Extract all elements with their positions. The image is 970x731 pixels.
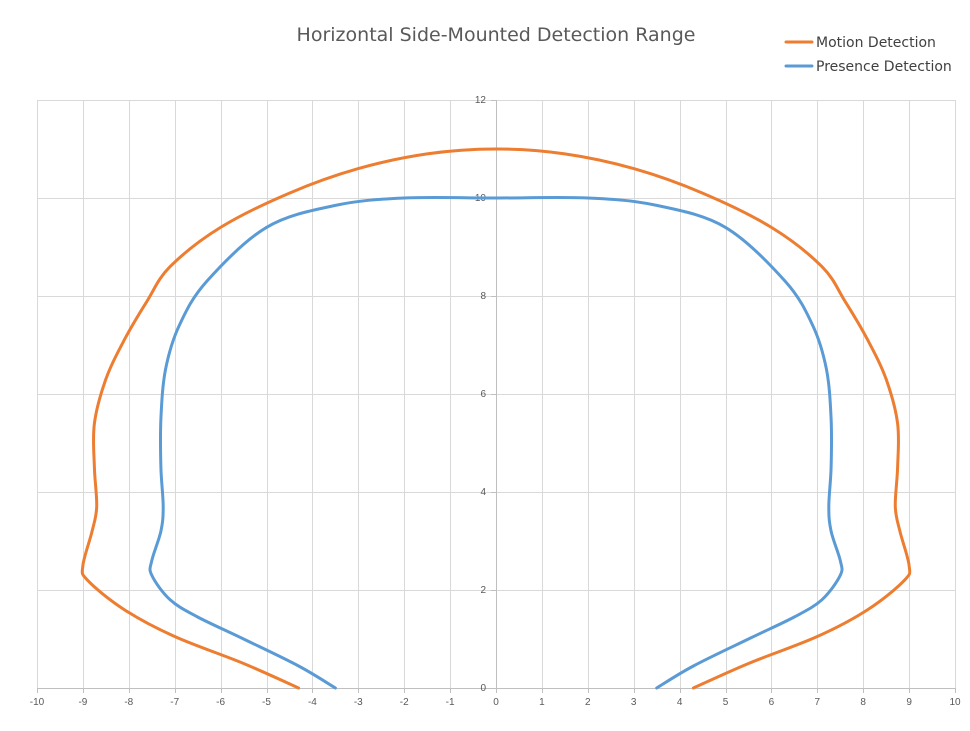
series-line-motion-detection bbox=[80, 147, 912, 690]
x-tick-label: 0 bbox=[493, 697, 499, 708]
x-tick-label: 6 bbox=[769, 697, 775, 708]
x-tick-label: 7 bbox=[815, 697, 821, 708]
x-tick-label: 3 bbox=[631, 697, 637, 708]
y-tick-label: 12 bbox=[475, 95, 487, 106]
y-tick-label: 2 bbox=[480, 585, 486, 596]
x-tick-label: -3 bbox=[354, 697, 363, 708]
legend-label-motion-detection: Motion Detection bbox=[816, 35, 936, 51]
chart-title: Horizontal Side-Mounted Detection Range bbox=[297, 24, 696, 46]
x-tick-label: 5 bbox=[723, 697, 729, 708]
x-tick-label: 1 bbox=[539, 697, 545, 708]
x-tick-label: -1 bbox=[446, 697, 455, 708]
y-tick-label: 0 bbox=[480, 683, 486, 694]
x-tick-label: -7 bbox=[170, 697, 179, 708]
x-tick-label: -10 bbox=[30, 697, 45, 708]
legend: Motion Detection Presence Detection bbox=[784, 35, 952, 75]
series-lines bbox=[80, 147, 912, 690]
y-tick-label: 6 bbox=[480, 389, 486, 400]
x-tick-label: 8 bbox=[860, 697, 866, 708]
x-tick-label: 9 bbox=[906, 697, 912, 708]
y-tick-label: 8 bbox=[480, 291, 486, 302]
y-tick-label: 4 bbox=[480, 487, 486, 498]
x-tick-label: 4 bbox=[677, 697, 683, 708]
x-tick-label: -4 bbox=[308, 697, 317, 708]
legend-label-presence-detection: Presence Detection bbox=[816, 59, 952, 75]
x-tick-label: -6 bbox=[216, 697, 225, 708]
tick-labels: -10 -9 -8 -7 -6 -5 -4 -3 -2 -1 0 1 2 3 4 5 6 7 8 9 100246810… bbox=[30, 95, 961, 708]
x-tick-label: -2 bbox=[400, 697, 409, 708]
series-line-presence-detection bbox=[148, 195, 844, 690]
x-tick-label: -9 bbox=[78, 697, 87, 708]
x-tick-label: 2 bbox=[585, 697, 591, 708]
x-tick-label: 10 bbox=[949, 697, 961, 708]
x-tick-label: -5 bbox=[262, 697, 271, 708]
x-tick-label: -8 bbox=[124, 697, 133, 708]
